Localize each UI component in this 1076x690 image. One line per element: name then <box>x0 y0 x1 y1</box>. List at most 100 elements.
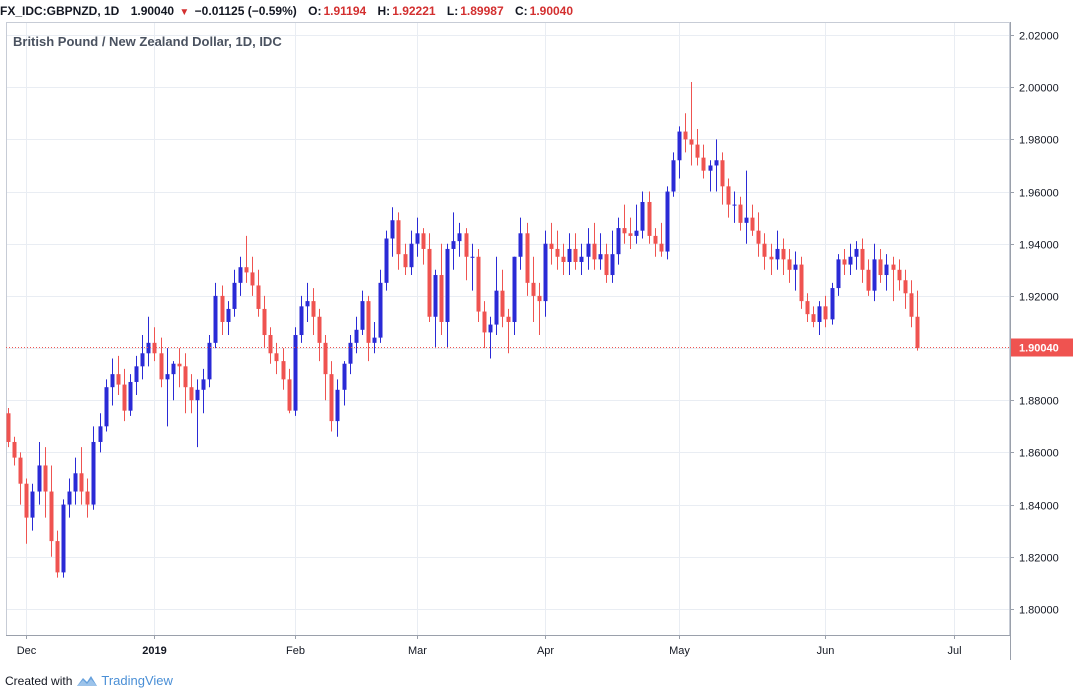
candle-up <box>488 316 493 359</box>
symbol-label[interactable]: FX_IDC:GBPNZD, 1D <box>0 4 120 18</box>
candle-up <box>512 256 517 336</box>
candle-body <box>897 269 902 281</box>
candle-down <box>787 248 792 283</box>
candle-body <box>482 311 487 333</box>
candle-up <box>518 217 523 270</box>
candle-up <box>61 499 66 578</box>
candle-down <box>915 290 920 351</box>
x-tick-label: Jun <box>817 645 835 657</box>
candle-down <box>653 228 658 257</box>
candle-up <box>457 222 462 257</box>
candle-up <box>848 243 853 276</box>
candle-body <box>622 228 627 234</box>
x-tick-label: Dec <box>17 645 37 657</box>
candle-up <box>409 230 414 276</box>
candle-body <box>305 301 310 307</box>
candle-down <box>256 269 261 317</box>
candle-down <box>427 233 432 322</box>
candle-body <box>171 363 176 375</box>
candle-up <box>372 321 377 354</box>
candle-up <box>348 335 353 375</box>
candle-down <box>689 81 694 166</box>
created-with-text: Created with <box>5 674 73 688</box>
time-axis[interactable]: Dec 2019 Feb Mar Apr May Jun Jul <box>17 635 962 657</box>
candle-down <box>762 233 767 270</box>
candle-body <box>372 337 377 343</box>
candle-up <box>884 254 889 291</box>
candle-body <box>891 264 896 270</box>
candle-up <box>201 368 206 414</box>
candle-up <box>73 457 78 505</box>
candle-body <box>677 131 682 161</box>
candle-body <box>781 248 786 260</box>
candle-body <box>640 201 645 231</box>
candle-body <box>872 259 877 291</box>
candle-down <box>403 243 408 276</box>
candle-body <box>457 233 462 242</box>
y-tick-label: 1.88000 <box>1019 396 1059 408</box>
candle-body <box>744 217 749 223</box>
candle-body <box>165 374 170 380</box>
candle-up <box>677 126 682 179</box>
candle-body <box>756 230 761 244</box>
candle-body <box>817 306 822 322</box>
candle-body <box>811 314 816 322</box>
candle-up <box>238 256 243 296</box>
candle-body <box>903 280 908 294</box>
tradingview-brand[interactable]: TradingView <box>101 673 173 688</box>
candle-body <box>884 264 889 276</box>
candle-body <box>262 308 267 336</box>
candle-body <box>6 413 11 442</box>
candle-body <box>787 259 792 270</box>
candle-body <box>201 379 206 390</box>
candle-body <box>30 491 35 518</box>
candle-down <box>55 530 60 578</box>
y-tick-label: 1.94000 <box>1019 240 1059 252</box>
candle-down <box>647 191 652 244</box>
candle-down <box>152 327 157 362</box>
y-tick-label: 1.92000 <box>1019 292 1059 304</box>
candle-up <box>470 243 475 291</box>
candle-body <box>610 254 615 276</box>
candle-down <box>250 256 255 296</box>
candle-body <box>354 329 359 343</box>
candle-down <box>281 348 286 390</box>
candle-body <box>775 248 780 260</box>
candle-down <box>683 113 688 153</box>
candle-body <box>909 293 914 317</box>
candle-down <box>122 368 127 422</box>
candle-body <box>494 290 499 325</box>
candle-up <box>165 348 170 427</box>
candle-body <box>67 491 72 505</box>
candle-up <box>146 316 151 367</box>
y-tick-label: 1.80000 <box>1019 605 1059 617</box>
candle-body <box>500 290 505 317</box>
candle-up <box>567 233 572 276</box>
candle-down <box>177 348 182 388</box>
candle-body <box>146 342 151 354</box>
price-axis[interactable]: 1.80000 1.82000 1.84000 1.86000 1.88000 1.900… <box>1010 31 1059 617</box>
candle-up <box>207 335 212 388</box>
candle-body <box>726 186 731 205</box>
last-price-tag <box>1011 338 1073 357</box>
candle-body <box>390 220 395 239</box>
candle-body <box>659 243 664 252</box>
candle-body <box>427 248 432 317</box>
candle-down <box>738 196 743 231</box>
candle-body <box>561 256 566 262</box>
last-price-line: 1.90040 <box>6 338 1073 357</box>
candle-body <box>268 335 273 354</box>
candle-body <box>213 295 218 343</box>
candle-up <box>110 358 115 406</box>
candle-body <box>152 342 157 354</box>
candle-down <box>909 280 914 328</box>
candlestick-chart[interactable]: 1.80000 1.82000 1.84000 1.86000 1.88000 1.900… <box>0 0 1076 672</box>
candle-up <box>579 243 584 276</box>
candle-up <box>854 241 859 270</box>
candle-body <box>750 217 755 231</box>
candle-down <box>878 248 883 283</box>
chart-title: British Pound / New Zealand Dollar, 1D, … <box>13 34 282 49</box>
candle-body <box>549 243 554 249</box>
candle-body <box>220 295 225 322</box>
candle-body <box>207 342 212 380</box>
